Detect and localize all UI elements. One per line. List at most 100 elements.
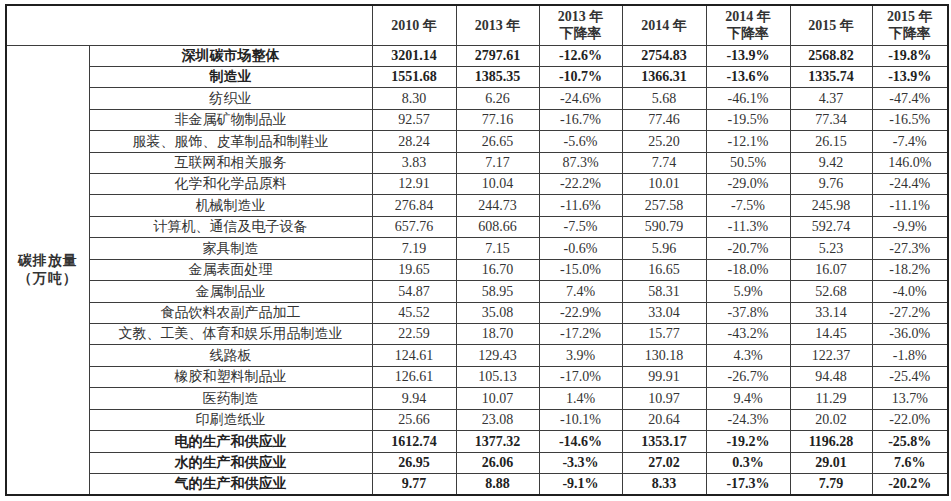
row-label: 气的生产和供应业	[89, 473, 372, 495]
value-cell: 16.07	[790, 259, 872, 280]
value-cell: 54.87	[372, 281, 456, 302]
value-cell: -22.0%	[872, 409, 948, 430]
table-row: 纺织业8.306.26-24.6%5.68-46.1%4.37-47.4%	[6, 88, 948, 109]
value-cell: 0.3%	[706, 452, 790, 473]
value-cell: -19.5%	[706, 109, 790, 130]
value-cell: -26.7%	[706, 366, 790, 387]
value-cell: 20.02	[790, 409, 872, 430]
value-cell: 1385.35	[456, 66, 539, 87]
value-cell: 5.68	[622, 88, 706, 109]
column-header: 2014 年	[622, 5, 706, 45]
row-label: 化学和化学品原料	[89, 174, 372, 195]
table-row: 水的生产和供应业26.9526.06-3.3%27.020.3%29.017.6…	[6, 452, 948, 473]
value-cell: 122.37	[790, 345, 872, 366]
value-cell: 33.04	[622, 302, 706, 323]
value-cell: 245.98	[790, 195, 872, 216]
row-label: 服装、服饰、皮革制品和制鞋业	[89, 131, 372, 152]
value-cell: -25.8%	[872, 431, 948, 452]
value-cell: 94.48	[790, 366, 872, 387]
value-cell: -17.2%	[539, 323, 622, 344]
table-row: 橡胶和塑料制品业126.61105.13-17.0%99.91-26.7%94.…	[6, 366, 948, 387]
value-cell: -15.0%	[539, 259, 622, 280]
table-row: 非金属矿物制品业92.5777.16-16.7%77.46-19.5%77.34…	[6, 109, 948, 130]
value-cell: -27.2%	[872, 302, 948, 323]
value-cell: 9.94	[372, 388, 456, 409]
value-cell: 7.74	[622, 152, 706, 173]
value-cell: -12.6%	[539, 45, 622, 66]
value-cell: 590.79	[622, 216, 706, 237]
value-cell: -13.9%	[872, 66, 948, 87]
column-header: 2013 年 下降率	[539, 5, 622, 45]
table-row: 机械制造业276.84244.73-11.6%257.58-7.5%245.98…	[6, 195, 948, 216]
value-cell: 1377.32	[456, 431, 539, 452]
value-cell: 18.70	[456, 323, 539, 344]
table-row: 服装、服饰、皮革制品和制鞋业28.2426.65-5.6%25.20-12.1%…	[6, 131, 948, 152]
row-label: 机械制造业	[89, 195, 372, 216]
value-cell: 58.95	[456, 281, 539, 302]
value-cell: 4.37	[790, 88, 872, 109]
column-header: 2010 年	[372, 5, 456, 45]
row-label: 线路板	[89, 345, 372, 366]
value-cell: 608.66	[456, 216, 539, 237]
value-cell: 28.24	[372, 131, 456, 152]
row-label: 非金属矿物制品业	[89, 109, 372, 130]
row-label: 医药制造	[89, 388, 372, 409]
value-cell: 8.88	[456, 473, 539, 495]
value-cell: -13.9%	[706, 45, 790, 66]
value-cell: 26.15	[790, 131, 872, 152]
value-cell: 77.16	[456, 109, 539, 130]
value-cell: 13.7%	[872, 388, 948, 409]
table-row: 医药制造9.9410.071.4%10.979.4%11.2913.7%	[6, 388, 948, 409]
value-cell: -37.8%	[706, 302, 790, 323]
value-cell: 8.33	[622, 473, 706, 495]
value-cell: 5.23	[790, 238, 872, 259]
value-cell: 77.46	[622, 109, 706, 130]
value-cell: -4.0%	[872, 281, 948, 302]
row-label: 计算机、通信及电子设备	[89, 216, 372, 237]
document-page: 2010 年2013 年2013 年 下降率2014 年2014 年 下降率 20…	[0, 0, 951, 501]
value-cell: 7.4%	[539, 281, 622, 302]
value-cell: -11.6%	[539, 195, 622, 216]
row-label: 印刷造纸业	[89, 409, 372, 430]
value-cell: -24.4%	[872, 174, 948, 195]
table-row: 家具制造7.197.15-0.6%5.96-20.7%5.23-27.3%	[6, 238, 948, 259]
value-cell: 146.0%	[872, 152, 948, 173]
value-cell: 58.31	[622, 281, 706, 302]
value-cell: 105.13	[456, 366, 539, 387]
value-cell: 5.96	[622, 238, 706, 259]
value-cell: -36.0%	[872, 323, 948, 344]
unit-label: 碳排放量 （万吨）	[6, 45, 89, 495]
value-cell: 7.17	[456, 152, 539, 173]
value-cell: 7.19	[372, 238, 456, 259]
row-label: 互联网和相关服务	[89, 152, 372, 173]
value-cell: -12.1%	[706, 131, 790, 152]
column-header: 2014 年 下降率	[706, 5, 790, 45]
value-cell: 23.08	[456, 409, 539, 430]
value-cell: 2797.61	[456, 45, 539, 66]
value-cell: -16.5%	[872, 109, 948, 130]
value-cell: 11.29	[790, 388, 872, 409]
table-row: 金属制品业54.8758.957.4%58.315.9%52.68-4.0%	[6, 281, 948, 302]
column-header: 2013 年	[456, 5, 539, 45]
value-cell: 14.45	[790, 323, 872, 344]
carbon-emissions-table: 2010 年2013 年2013 年 下降率2014 年2014 年 下降率 20…	[5, 4, 949, 496]
value-cell: 4.3%	[706, 345, 790, 366]
value-cell: -18.2%	[872, 259, 948, 280]
row-label: 橡胶和塑料制品业	[89, 366, 372, 387]
value-cell: -47.4%	[872, 88, 948, 109]
value-cell: 276.84	[372, 195, 456, 216]
value-cell: -10.7%	[539, 66, 622, 87]
value-cell: -17.3%	[706, 473, 790, 495]
value-cell: -25.4%	[872, 366, 948, 387]
value-cell: 10.07	[456, 388, 539, 409]
value-cell: -22.9%	[539, 302, 622, 323]
value-cell: 33.14	[790, 302, 872, 323]
value-cell: 92.57	[372, 109, 456, 130]
value-cell: 1196.28	[790, 431, 872, 452]
value-cell: 1335.74	[790, 66, 872, 87]
value-cell: 9.76	[790, 174, 872, 195]
table-row: 化学和化学品原料12.9110.04-22.2%10.01-29.0%9.76-…	[6, 174, 948, 195]
value-cell: 77.34	[790, 109, 872, 130]
value-cell: 657.76	[372, 216, 456, 237]
value-cell: 50.5%	[706, 152, 790, 173]
